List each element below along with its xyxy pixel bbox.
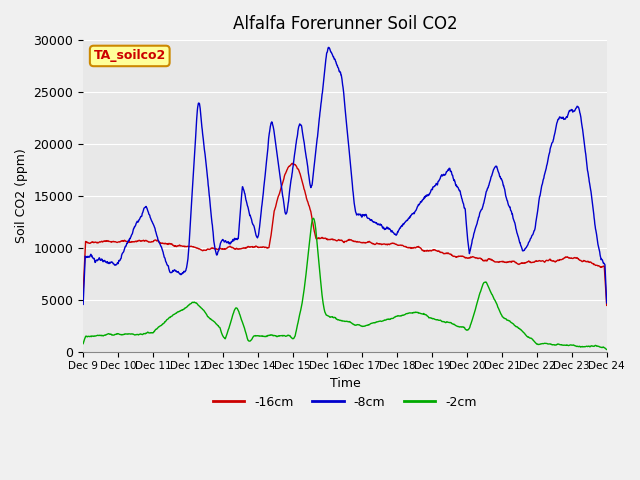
Y-axis label: Soil CO2 (ppm): Soil CO2 (ppm) (15, 148, 28, 243)
X-axis label: Time: Time (330, 377, 360, 390)
Legend: -16cm, -8cm, -2cm: -16cm, -8cm, -2cm (208, 391, 482, 414)
Title: Alfalfa Forerunner Soil CO2: Alfalfa Forerunner Soil CO2 (232, 15, 457, 33)
Text: TA_soilco2: TA_soilco2 (93, 49, 166, 62)
